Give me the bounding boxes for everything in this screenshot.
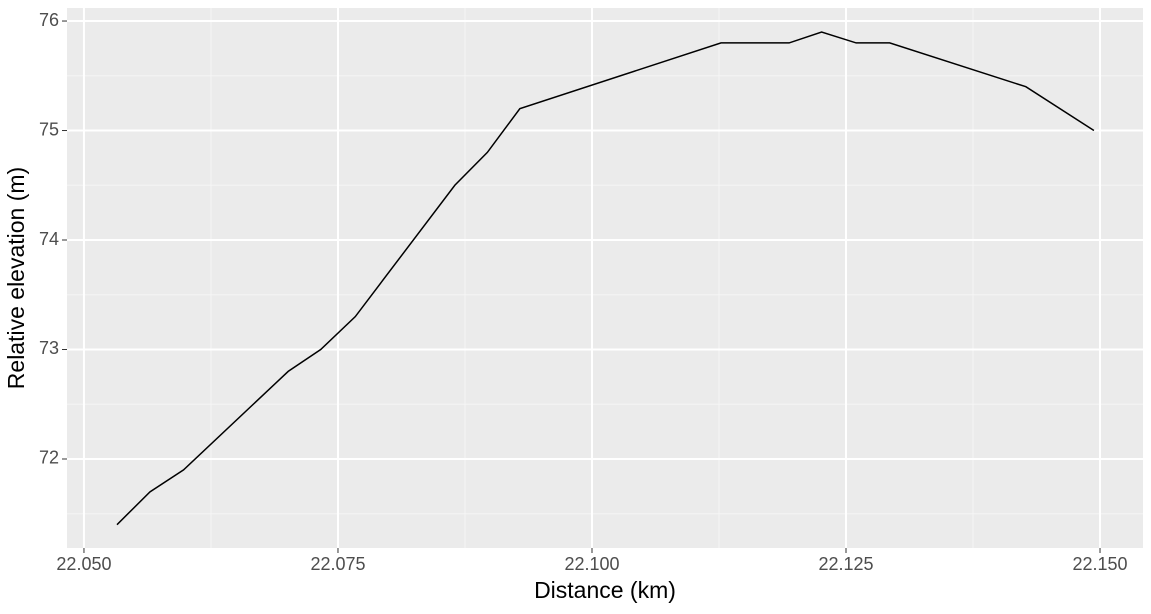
x-tick-label: 22.125	[818, 554, 873, 574]
y-tick-label: 72	[39, 448, 59, 468]
y-axis-title: Relative elevation (m)	[3, 167, 29, 389]
x-tick-label: 22.150	[1072, 554, 1127, 574]
y-tick-label: 76	[39, 10, 59, 30]
plot-panel	[67, 8, 1143, 548]
x-tick-label: 22.075	[310, 554, 365, 574]
x-tick-label: 22.100	[564, 554, 619, 574]
y-tick-label: 73	[39, 338, 59, 358]
x-axis-title: Distance (km)	[534, 577, 676, 603]
x-tick-label: 22.050	[56, 554, 111, 574]
y-tick-label: 74	[39, 229, 59, 249]
data-line	[116, 31, 1095, 526]
y-tick-label: 75	[39, 119, 59, 139]
